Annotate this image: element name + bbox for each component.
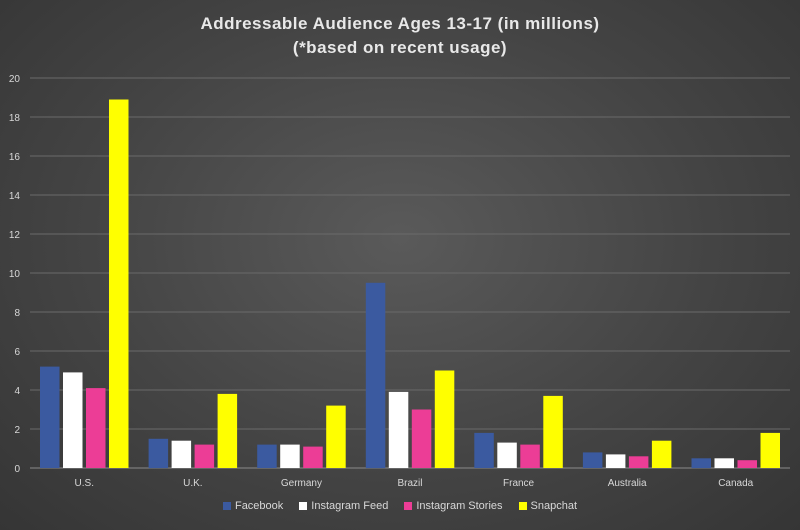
legend-item: Instagram Stories (404, 500, 503, 512)
bar (280, 444, 300, 468)
bar (63, 372, 83, 468)
legend-label: Facebook (234, 500, 284, 512)
bar (365, 282, 386, 469)
bar (520, 444, 540, 468)
bar (651, 440, 672, 468)
legend-label: Snapchat (530, 500, 578, 512)
bar (737, 460, 757, 468)
gridlines (30, 77, 790, 469)
bar (605, 454, 626, 468)
y-axis-ticks: 0 2 4 6 8 10 12 14 16 18 20 (9, 74, 21, 475)
x-tick-label: France (503, 478, 535, 489)
y-tick-label: 20 (9, 74, 21, 85)
bar (194, 444, 215, 468)
y-tick-label: 8 (14, 308, 20, 319)
bar (543, 395, 563, 468)
legend-swatch (222, 502, 231, 510)
bar (257, 444, 277, 468)
y-tick-label: 4 (14, 386, 20, 397)
x-tick-label: U.S. (75, 478, 94, 489)
bar (217, 393, 238, 468)
y-tick-label: 6 (14, 347, 20, 358)
y-tick-label: 14 (9, 191, 21, 202)
y-tick-label: 12 (9, 230, 21, 241)
y-tick-label: 10 (9, 269, 21, 280)
legend-item: Instagram Feed (299, 500, 388, 512)
x-tick-label: Germany (281, 478, 322, 489)
legend-label: Instagram Stories (416, 500, 503, 512)
bar (411, 409, 432, 468)
bar (40, 366, 60, 468)
bar (434, 370, 455, 468)
legend-item: Snapchat (518, 500, 578, 512)
bar (474, 432, 494, 468)
legend-item: Facebook (222, 500, 284, 512)
y-tick-label: 0 (14, 464, 20, 475)
bar (326, 405, 346, 468)
y-tick-label: 16 (9, 152, 21, 163)
bar (109, 99, 129, 468)
bar (714, 458, 734, 469)
bar-chart: 0 2 4 6 8 10 12 14 16 18 20 U.S. U.K. Germany Brazil F… (9, 74, 790, 489)
bar (691, 458, 711, 469)
legend-swatch (404, 502, 413, 510)
x-tick-label: Canada (718, 478, 753, 489)
bar (388, 391, 409, 468)
legend-swatch (299, 502, 308, 510)
bar (171, 440, 192, 468)
x-tick-label: U.K. (183, 478, 202, 489)
y-tick-label: 18 (9, 113, 21, 124)
bar (303, 446, 323, 468)
bar (148, 438, 169, 469)
bar (628, 456, 649, 468)
x-tick-label: Brazil (397, 478, 422, 489)
x-tick-label: Australia (608, 478, 647, 489)
y-tick-label: 2 (14, 425, 20, 436)
bars (40, 99, 780, 469)
legend-label: Instagram Feed (311, 500, 389, 512)
x-axis-ticks: U.S. U.K. Germany Brazil France Australia Cana… (75, 478, 754, 489)
bar (760, 432, 780, 468)
legend: Facebook Instagram Feed Instagram Stories S… (0, 500, 800, 512)
chart-subtitle-line: (*based on recent usage) (292, 38, 508, 57)
bar (86, 388, 106, 468)
chart-title-line: Addressable Audience Ages 13-17 (in mill… (200, 14, 600, 33)
chart-title: Addressable Audience Ages 13-17 (in mill… (0, 12, 800, 60)
bar (582, 452, 603, 468)
legend-swatch (518, 502, 527, 510)
bar (497, 442, 517, 468)
